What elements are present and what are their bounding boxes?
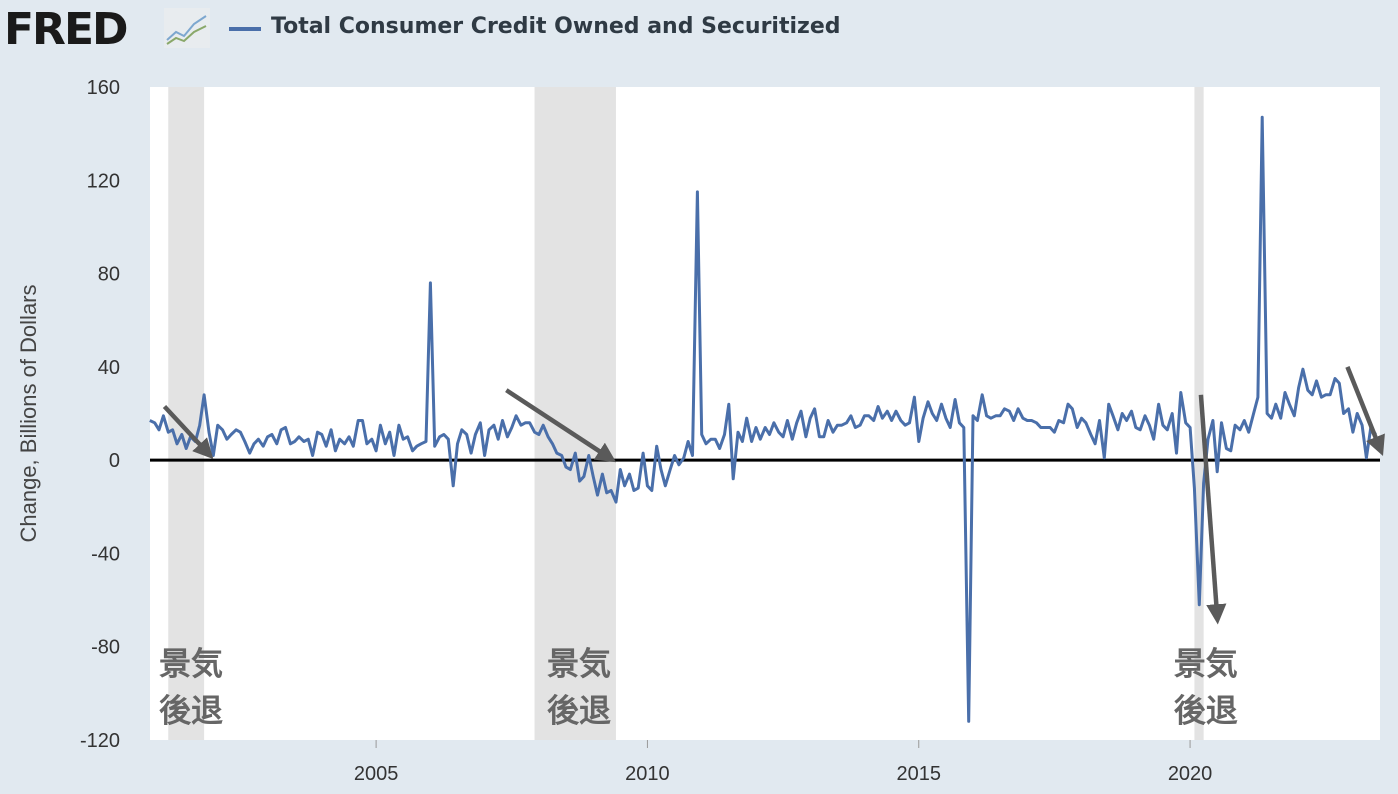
y-tick-label: 120 <box>87 170 120 192</box>
recession-annotation-line2: 後退 <box>547 691 611 729</box>
recession-band <box>534 87 616 740</box>
y-tick-label: -120 <box>80 730 120 752</box>
x-tick-label: 2020 <box>1168 763 1213 785</box>
y-tick-label: 0 <box>109 450 120 472</box>
x-tick-label: 2010 <box>625 763 670 785</box>
recession-band <box>168 87 205 740</box>
legend-swatch <box>229 27 261 31</box>
chart-header: FRED Total Consumer Credit Owned and Sec… <box>0 0 1398 60</box>
y-tick-label: 160 <box>87 77 120 99</box>
fred-logo[interactable]: FRED <box>4 4 129 55</box>
annotation-arrow <box>1345 366 1385 457</box>
chart-line-icon <box>164 8 210 48</box>
annotation-arrow <box>1198 394 1227 625</box>
recession-annotation-line1: 景気 <box>159 645 223 683</box>
y-tick-label: -80 <box>91 637 120 659</box>
recession-band <box>1194 87 1204 740</box>
annotation-arrow <box>505 388 617 463</box>
plot-area <box>150 87 1380 740</box>
series-line <box>149 115 1377 723</box>
legend-label[interactable]: Total Consumer Credit Owned and Securiti… <box>271 14 841 39</box>
recession-annotation-line1: 景気 <box>547 645 611 683</box>
recession-annotation-line1: 景気 <box>1174 645 1238 683</box>
y-axis-label: Change, Billions of Dollars <box>16 284 41 542</box>
y-tick-label: -40 <box>91 543 120 565</box>
y-tick-label: 80 <box>98 264 120 286</box>
y-tick-label: 40 <box>98 357 120 379</box>
recession-annotation-line2: 後退 <box>1174 691 1238 729</box>
annotation-arrow <box>162 404 214 460</box>
recession-annotation-line2: 後退 <box>159 691 223 729</box>
x-tick-label: 2005 <box>354 763 399 785</box>
x-tick-label: 2015 <box>897 763 942 785</box>
